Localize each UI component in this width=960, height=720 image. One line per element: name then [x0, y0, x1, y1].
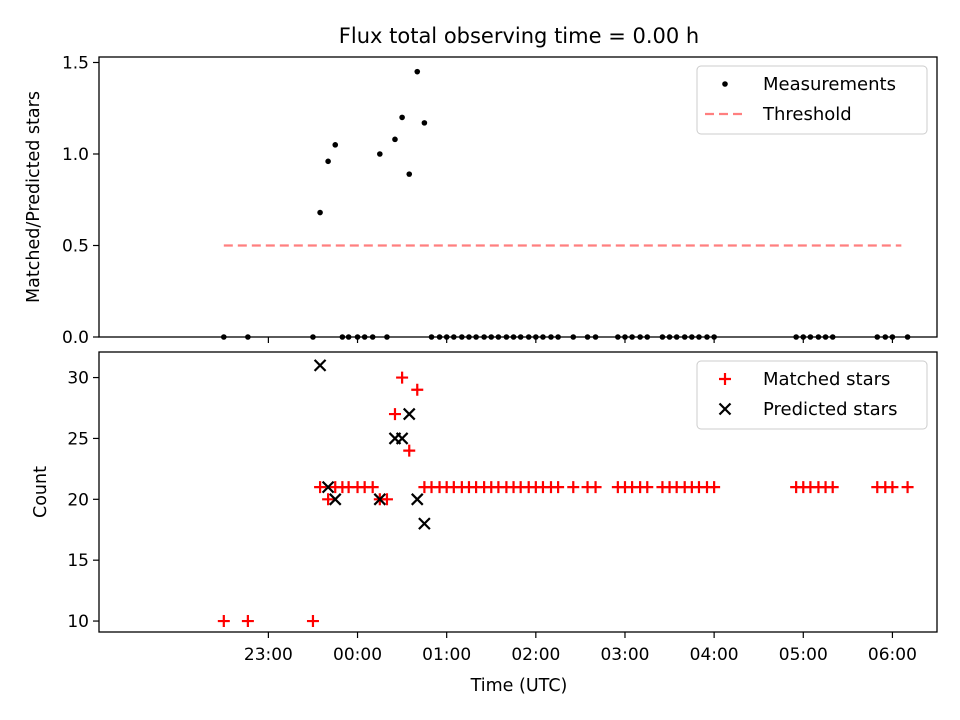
data-point [826, 481, 839, 494]
data-point [317, 209, 323, 216]
data-point [399, 114, 405, 121]
top-legend: Measurements Threshold [696, 65, 928, 135]
data-point [328, 493, 342, 506]
data-point [552, 481, 565, 494]
bottom-legend: Matched stars Predicted stars [696, 360, 928, 430]
legend-label: Measurements [763, 74, 896, 95]
top-panel-axes: 0.0 0.5 1.0 1.5 [62, 53, 938, 348]
data-point [414, 68, 421, 75]
data-point [321, 480, 335, 494]
y-tick-label: 0.5 [62, 236, 89, 256]
legend-box [696, 65, 928, 135]
x-tick-label: 03:00 [600, 645, 649, 665]
x-tick-label: 23:00 [244, 645, 293, 665]
data-point [313, 359, 327, 372]
legend-label: Threshold [762, 104, 852, 125]
chart-title: Flux total observing time = 0.00 h [339, 24, 699, 48]
data-point [373, 493, 387, 506]
y-tick-label: 20 [67, 490, 89, 510]
legend-swatch [719, 373, 731, 385]
plot-frame [98, 56, 938, 338]
legend-entry: Threshold [705, 104, 852, 125]
data-point [377, 151, 383, 157]
data-point [241, 615, 254, 628]
x-tick-label: 05:00 [779, 645, 828, 665]
data-point [395, 432, 409, 445]
legend-entry: Measurements [722, 74, 896, 95]
data-point [402, 407, 416, 421]
y-tick-label: 10 [67, 612, 89, 632]
x-tick-label: 04:00 [690, 645, 739, 665]
y-tick-label: 1.5 [62, 53, 89, 73]
legend-label: Predicted stars [763, 399, 897, 420]
plot-frame [98, 351, 938, 633]
top-y-axis-label: Matched/Predicted stars [24, 91, 44, 303]
data-point [332, 142, 339, 148]
data-point [567, 481, 580, 494]
data-point [403, 444, 416, 457]
x-axis-label: Time (UTC) [470, 676, 568, 696]
data-point [406, 171, 413, 177]
y-tick-label: 1.0 [62, 145, 89, 165]
data-point [217, 615, 230, 628]
legend-label: Matched stars [763, 369, 890, 390]
data-point [380, 493, 393, 506]
data-point [418, 517, 431, 530]
data-point [396, 371, 409, 384]
data-point [708, 481, 721, 494]
bottom-panel-axes: 10 15 20 25 30 23:00 00:00 01:00 02:00 03:00 04:00… [67, 351, 938, 665]
legend-swatch [722, 81, 728, 87]
x-tick-label: 06:00 [868, 645, 917, 665]
data-point [306, 615, 319, 628]
x-tick-label: 02:00 [511, 645, 560, 665]
legend-box [696, 360, 928, 430]
data-point [886, 481, 899, 494]
data-point [410, 493, 424, 506]
data-point [325, 158, 331, 165]
bottom-panel: 10 15 20 25 30 23:00 00:00 01:00 02:00 03:00 04:00… [31, 351, 938, 665]
x-tick-label: 01:00 [422, 645, 471, 665]
data-point [388, 408, 401, 421]
bottom-panel-marks [217, 359, 914, 628]
legend-entry: Matched stars [719, 369, 890, 390]
series-predicted-stars [313, 359, 431, 530]
y-tick-label: 30 [67, 369, 89, 389]
data-point [322, 493, 335, 506]
legend-entry: Predicted stars [718, 399, 897, 420]
x-tick-label: 00:00 [333, 645, 382, 665]
data-point [411, 383, 424, 396]
series-matched-stars [217, 371, 914, 628]
y-tick-label: 25 [67, 429, 89, 449]
data-point [392, 136, 398, 143]
bottom-y-axis-label: Count [31, 466, 51, 518]
legend-swatch [718, 402, 732, 416]
data-point [314, 481, 327, 494]
y-tick-label: 15 [67, 551, 89, 571]
data-point [589, 481, 602, 494]
y-tick-label: 0.0 [62, 328, 89, 348]
data-point [421, 120, 428, 126]
data-point [901, 481, 914, 494]
data-point [641, 481, 654, 494]
top-panel: 0.0 0.5 1.0 1.5 Matched/Predicted stars Mea… [24, 53, 938, 348]
data-point [366, 481, 379, 494]
